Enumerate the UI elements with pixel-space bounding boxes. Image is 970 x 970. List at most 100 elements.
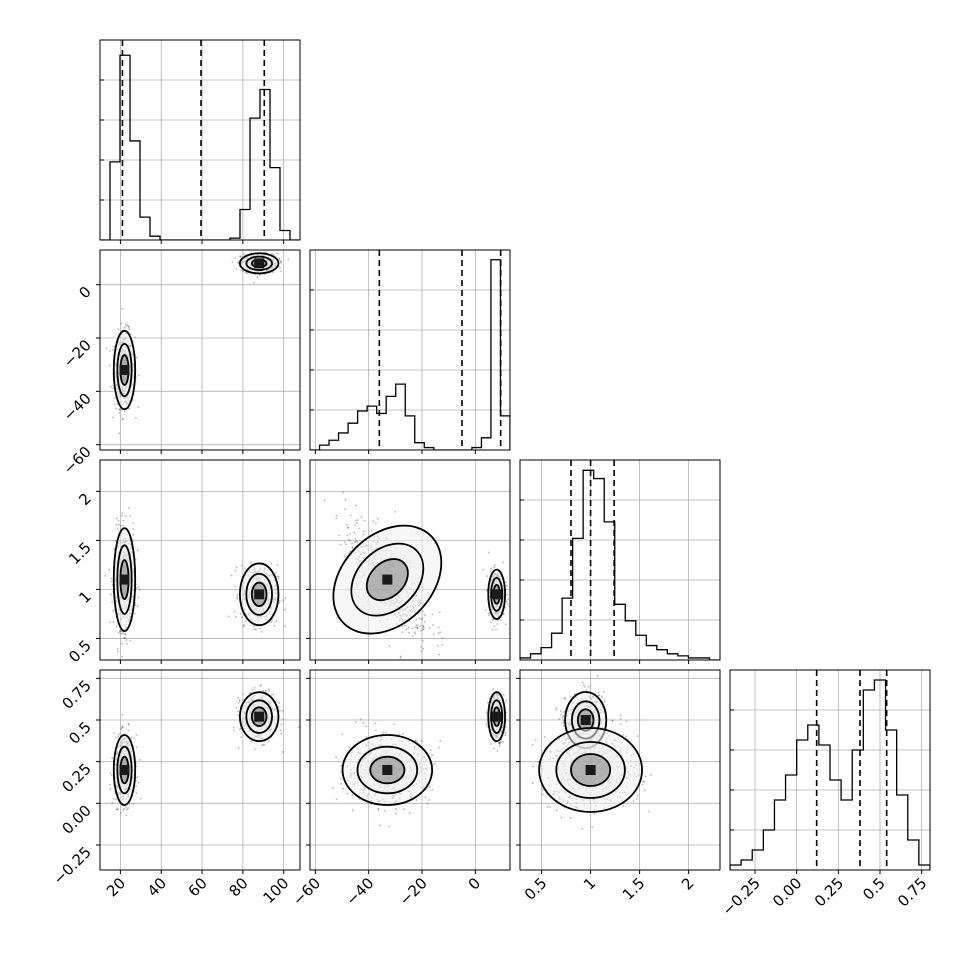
scatter-point <box>278 258 281 261</box>
scatter-point <box>408 631 411 634</box>
scatter-point <box>271 271 274 274</box>
scatter-point <box>135 765 138 768</box>
scatter-point <box>120 408 123 411</box>
scatter-point <box>493 566 496 569</box>
scatter-point <box>246 272 248 275</box>
scatter-point <box>399 656 402 659</box>
panel-content <box>310 460 510 660</box>
scatter-point <box>110 580 113 583</box>
scatter-point <box>227 615 230 618</box>
scatter-point <box>245 271 247 274</box>
scatter-point <box>118 629 121 632</box>
scatter-point <box>127 325 130 328</box>
scatter-point <box>122 519 125 522</box>
scatter-point <box>232 729 235 732</box>
scatter-point <box>135 785 137 787</box>
scatter-point <box>619 714 622 717</box>
scatter-point <box>355 540 358 543</box>
scatter-point <box>422 647 425 650</box>
scatter-point <box>413 631 416 634</box>
x-tick-label: 40 <box>144 874 170 900</box>
scatter-point <box>502 694 505 696</box>
scatter-point <box>499 619 502 622</box>
scatter-point <box>121 418 124 421</box>
scatter-point <box>262 689 265 692</box>
scatter-point <box>287 258 290 261</box>
scatter-point <box>237 701 240 704</box>
scatter-point <box>416 627 419 630</box>
scatter-point <box>121 514 123 517</box>
scatter-point <box>275 620 278 623</box>
scatter-point <box>235 268 238 270</box>
scatter-point <box>349 540 351 542</box>
scatter-point <box>428 627 431 629</box>
scatter-point <box>339 778 342 780</box>
scatter-point <box>506 603 509 605</box>
scatter-point <box>236 593 239 596</box>
scatter-point <box>115 625 118 628</box>
scatter-point <box>355 519 357 522</box>
scatter-point <box>121 307 124 310</box>
scatter-point <box>374 522 377 525</box>
scatter-point <box>112 621 115 623</box>
scatter-point <box>506 593 509 596</box>
scatter-point <box>127 722 130 725</box>
scatter-point <box>124 633 127 636</box>
scatter-point <box>431 613 434 616</box>
scatter-point <box>123 636 125 639</box>
scatter-point <box>122 632 125 635</box>
scatter-point <box>116 527 119 530</box>
scatter-point <box>268 740 270 743</box>
scatter-point <box>256 276 259 278</box>
scatter-point <box>401 733 404 735</box>
scatter-point <box>122 418 124 420</box>
density-peak <box>119 765 130 775</box>
scatter-point <box>438 746 440 749</box>
scatter-point <box>261 744 263 747</box>
scatter-point <box>276 575 279 578</box>
scatter-point <box>490 567 492 570</box>
scatter-point <box>561 717 564 719</box>
scatter-point <box>242 625 245 628</box>
scatter-point <box>137 374 140 377</box>
scatter-point <box>270 562 273 565</box>
scatter-point <box>133 737 136 740</box>
scatter-point <box>441 644 444 646</box>
scatter-point <box>113 608 116 611</box>
scatter-point <box>486 701 489 704</box>
scatter-point <box>346 523 349 526</box>
scatter-point <box>129 515 132 517</box>
panel-frame <box>309 669 511 871</box>
scatter-point <box>104 574 107 577</box>
scatter-point <box>111 757 113 759</box>
scatter-point <box>419 625 422 627</box>
scatter-point <box>374 729 377 732</box>
scatter-point <box>356 541 359 544</box>
scatter-point <box>134 604 137 607</box>
scatter-point <box>135 416 137 419</box>
scatter-point <box>498 742 501 745</box>
scatter-point <box>377 517 379 520</box>
histogram-line <box>310 259 510 450</box>
scatter-point <box>433 762 436 765</box>
scatter-point <box>485 589 488 592</box>
scatter-point <box>584 685 586 688</box>
y-tick-label: 0 <box>75 283 94 302</box>
scatter-point <box>277 577 280 580</box>
scatter-point <box>394 808 397 810</box>
scatter-point <box>125 515 127 518</box>
scatter-point <box>116 808 118 811</box>
density-peak <box>491 589 502 600</box>
scatter-point <box>344 498 347 501</box>
scatter-point <box>267 688 270 691</box>
scatter-point <box>502 561 504 564</box>
scatter-point <box>281 751 284 753</box>
scatter-point <box>422 626 425 629</box>
scatter-point <box>120 632 123 635</box>
panel-content <box>520 460 720 660</box>
scatter-point <box>564 698 567 700</box>
scatter-point <box>135 792 138 794</box>
scatter-point <box>248 692 251 694</box>
y-tick-label: 0.25 <box>58 760 94 796</box>
scatter-point <box>111 601 113 604</box>
